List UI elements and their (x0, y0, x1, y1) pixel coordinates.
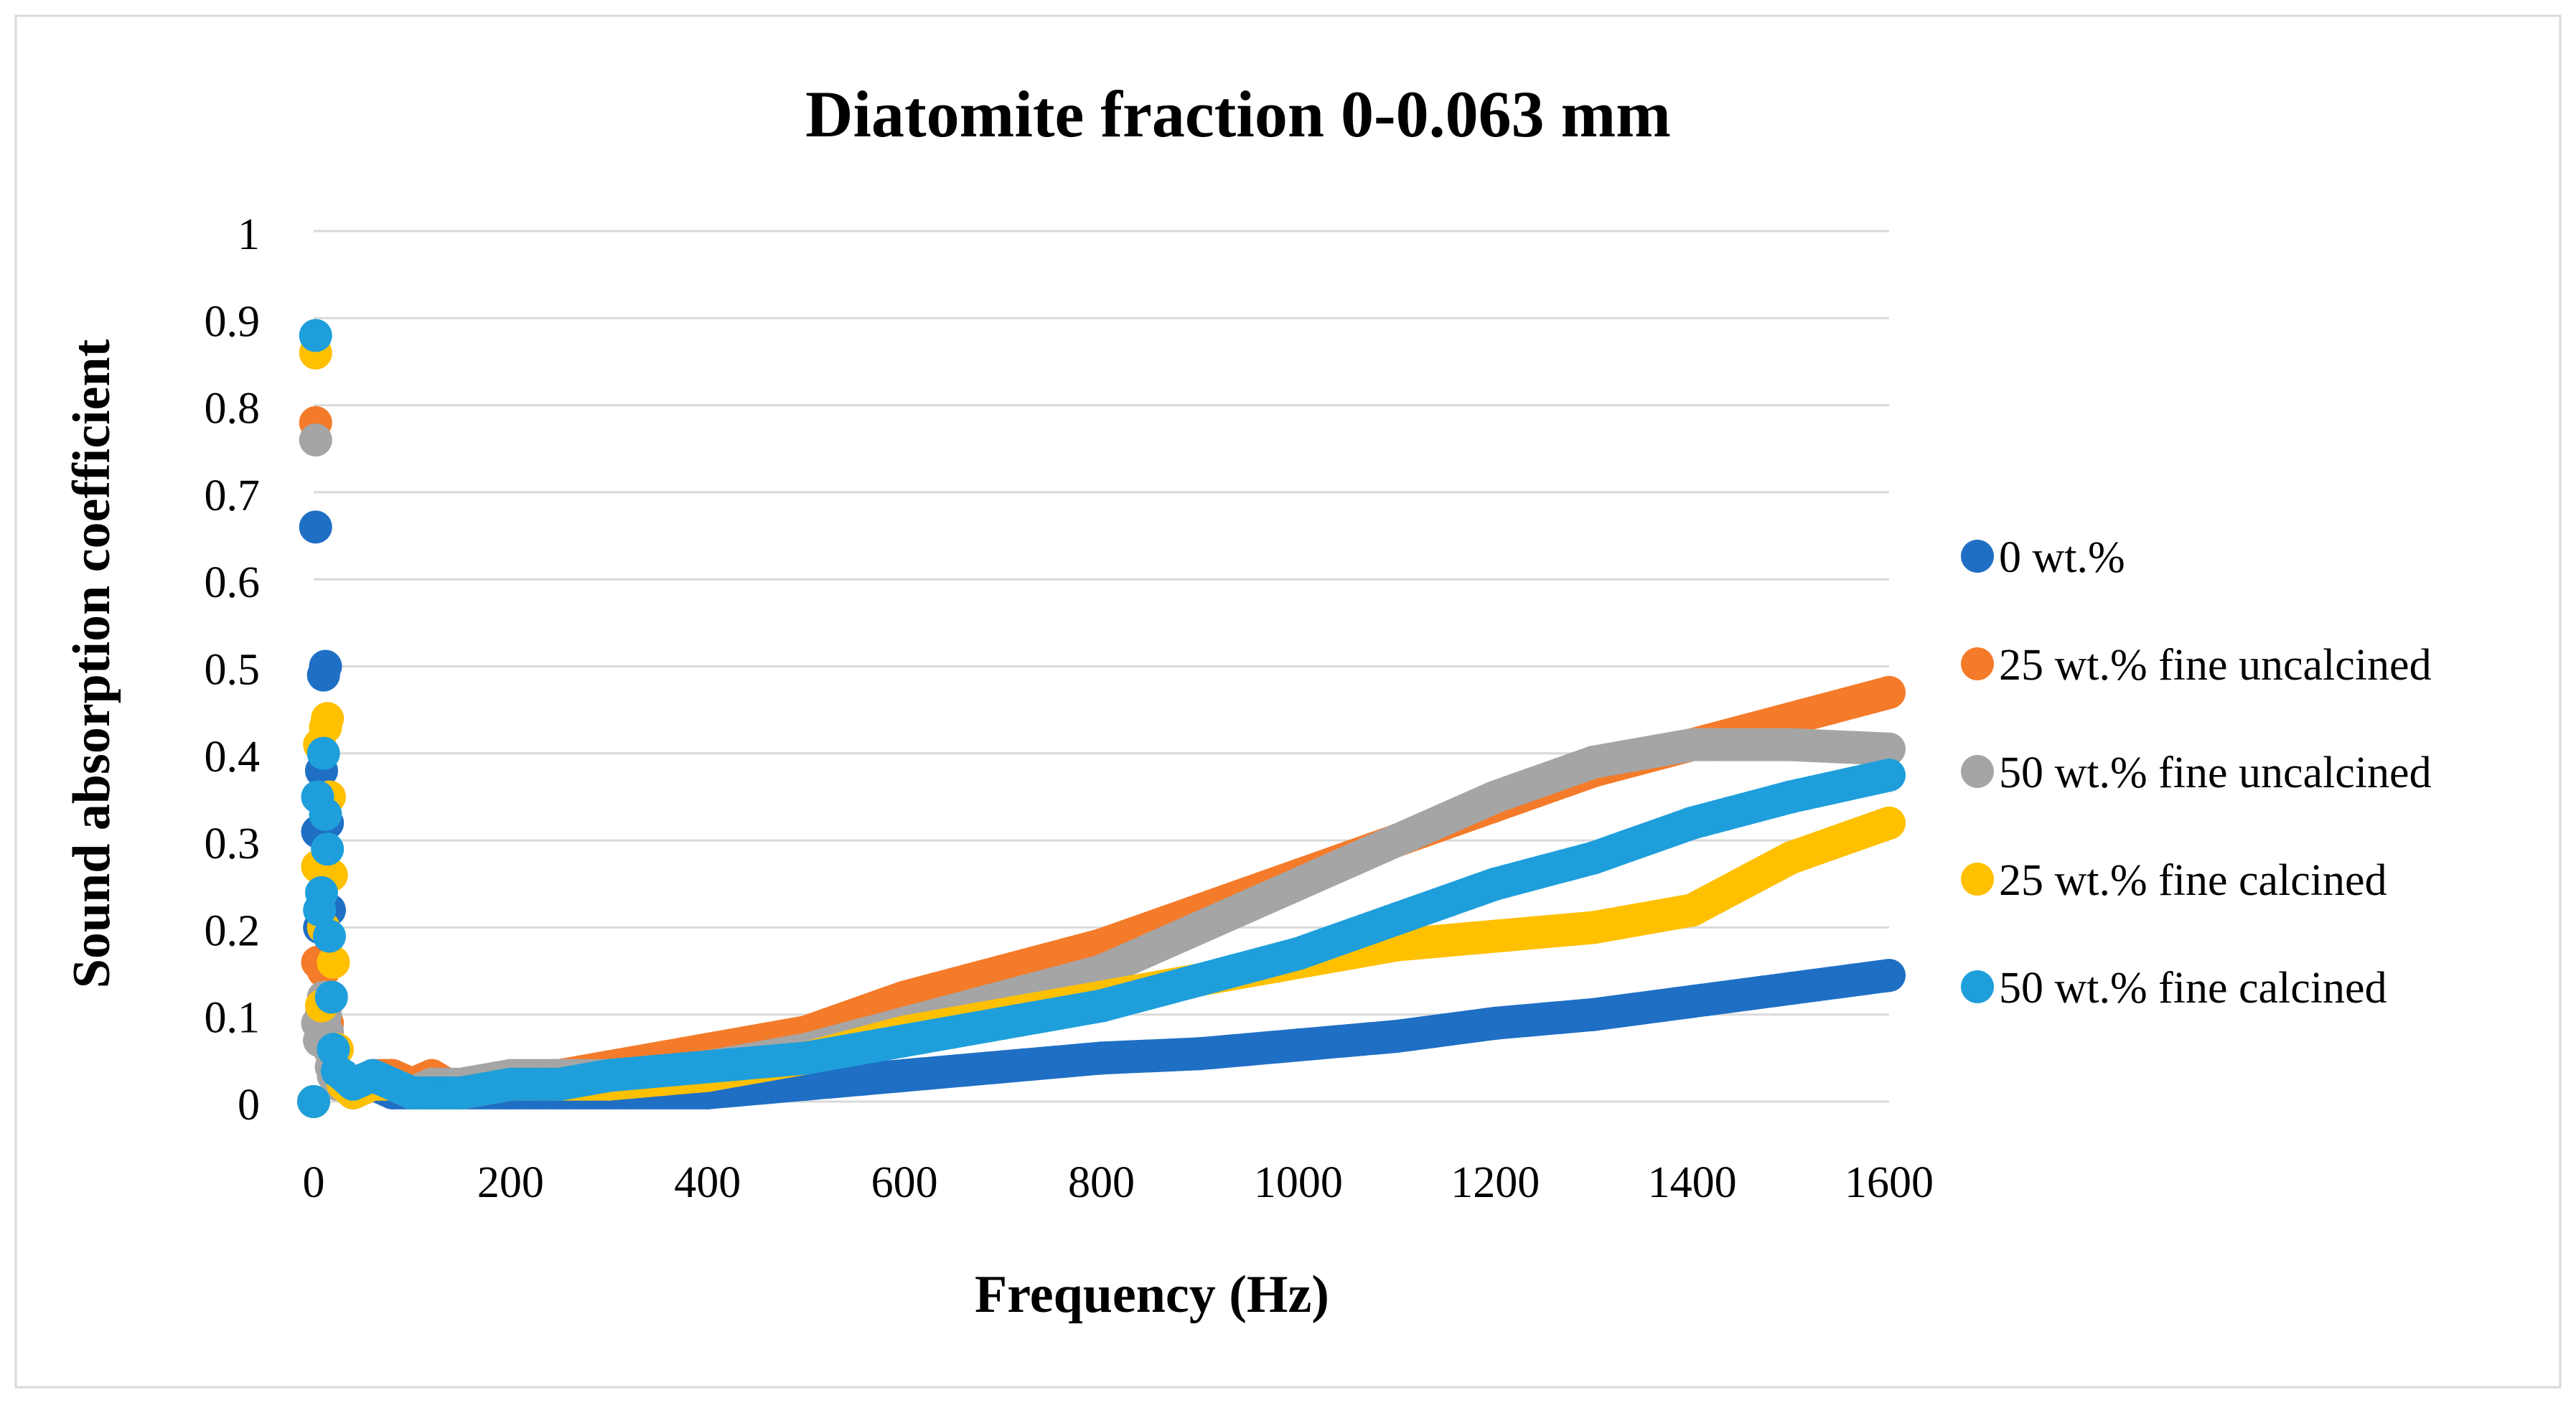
legend-marker (1961, 540, 1994, 573)
x-tick-label: 800 (1068, 1158, 1135, 1207)
legend: 0 wt.% 25 wt.% fine uncalcined 50 wt.% fin… (1961, 533, 2432, 1013)
legend-item: 25 wt.% fine calcined (1961, 856, 2387, 905)
chart-title: Diatomite fraction 0-0.063 mm (805, 78, 1671, 151)
legend-marker (1961, 970, 1994, 1003)
y-tick-labels: 0 0.1 0.2 0.3 0.4 0.5 0.6 0.7 0.8 0.9 1 (205, 210, 261, 1130)
data-point (304, 876, 338, 909)
data-point (309, 797, 342, 831)
y-tick-label: 1 (238, 210, 260, 259)
data-point (1870, 732, 1904, 766)
data-point (311, 832, 345, 866)
data-point (306, 736, 340, 770)
y-axis-label: Sound absorption coefficient (62, 339, 121, 988)
series-layer (297, 319, 1906, 1118)
data-point (299, 510, 332, 544)
x-tick-label: 1200 (1451, 1158, 1540, 1207)
data-point (311, 702, 345, 736)
data-point (314, 980, 348, 1014)
y-tick-label: 0 (238, 1081, 260, 1130)
legend-item: 25 wt.% fine uncalcined (1961, 641, 2432, 690)
legend-label: 0 wt.% (1999, 533, 2125, 582)
y-tick-label: 0.6 (205, 558, 261, 607)
y-tick-label: 0.1 (205, 994, 261, 1043)
y-tick-label: 0.8 (205, 385, 261, 433)
legend-label: 50 wt.% fine calcined (1999, 964, 2387, 1013)
x-tick-label: 1600 (1845, 1158, 1934, 1207)
data-point (299, 319, 332, 352)
legend-marker (1961, 863, 1994, 896)
x-axis-label: Frequency (Hz) (975, 1265, 1329, 1324)
x-tick-label: 1000 (1254, 1158, 1343, 1207)
legend-item: 50 wt.% fine calcined (1961, 964, 2387, 1013)
x-tick-label: 200 (477, 1158, 544, 1207)
legend-item: 50 wt.% fine uncalcined (1961, 749, 2432, 797)
legend-label: 25 wt.% fine calcined (1999, 856, 2387, 905)
x-tick-label: 1400 (1648, 1158, 1737, 1207)
data-point (299, 423, 332, 457)
legend-marker (1961, 755, 1994, 788)
chart-frame (14, 14, 2562, 1389)
data-point (1870, 959, 1904, 993)
legend-label: 50 wt.% fine uncalcined (1999, 749, 2432, 797)
x-tick-label: 0 (303, 1158, 325, 1207)
data-point (312, 919, 346, 953)
legend-marker (1961, 647, 1994, 680)
y-tick-label: 0.7 (205, 471, 261, 520)
legend-item: 0 wt.% (1961, 533, 2125, 582)
data-point (1870, 807, 1904, 840)
legend-label: 25 wt.% fine uncalcined (1999, 641, 2432, 690)
y-tick-label: 0.4 (205, 733, 261, 782)
series-4 (297, 319, 1906, 1118)
data-point (297, 1085, 330, 1118)
y-tick-label: 0.9 (205, 297, 261, 346)
x-tick-labels: 0 200 400 600 800 1000 1200 1400 1600 (303, 1158, 1934, 1207)
data-point (309, 649, 342, 683)
y-tick-label: 0.5 (205, 646, 261, 695)
y-tick-label: 0.3 (205, 820, 261, 868)
data-point (1870, 676, 1904, 710)
x-tick-label: 400 (674, 1158, 741, 1207)
data-point (317, 945, 350, 979)
x-tick-label: 600 (871, 1158, 938, 1207)
data-point (1870, 759, 1904, 792)
y-tick-label: 0.2 (205, 906, 261, 955)
